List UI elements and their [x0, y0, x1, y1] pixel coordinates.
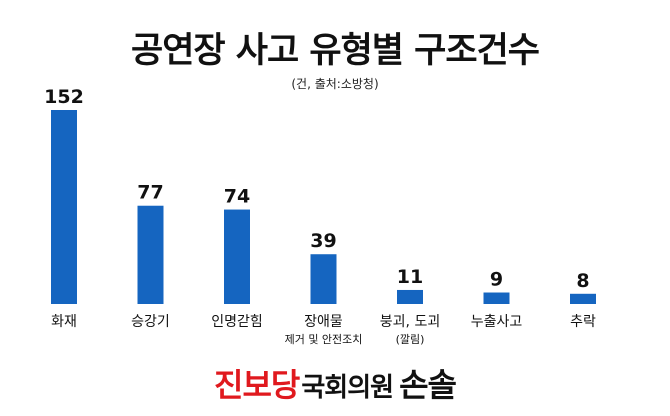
category-sublabel-4: (깔림) [396, 332, 425, 346]
value-label-6: 8 [576, 270, 589, 292]
party-name: 진보당 [214, 366, 300, 404]
member-title: 국회의원 [301, 373, 394, 403]
bar-1 [137, 205, 164, 304]
value-label-3: 39 [310, 230, 336, 252]
category-label-6: 추락 [570, 314, 596, 330]
bar-0 [51, 110, 77, 304]
category-label-1: 승강기 [131, 314, 170, 330]
category-label-2: 인명갇힘 [211, 314, 263, 330]
category-label-0: 화재 [51, 314, 77, 330]
footer-logo: 진보당국회의원 손솔 [0, 360, 670, 406]
category-label-4: 붕괴, 도괴 [380, 314, 440, 330]
chart-subtitle: (건, 출처:소방청) [291, 77, 379, 91]
value-label-5: 9 [490, 269, 503, 291]
bar-5 [483, 292, 510, 304]
value-label-4: 11 [397, 266, 423, 288]
bar-2 [224, 209, 250, 304]
chart-title: 공연장 사고 유형별 구조건수 [131, 31, 540, 71]
bar-4 [397, 289, 423, 304]
bar-3 [310, 254, 337, 304]
value-label-2: 74 [224, 186, 250, 208]
category-label-5: 누출사고 [471, 314, 523, 330]
bar-6 [570, 293, 596, 304]
member-name: 손솔 [399, 366, 457, 404]
value-label-1: 77 [137, 182, 163, 204]
category-sublabel-3: 제거 및 안전조치 [285, 333, 363, 346]
category-label-3: 장애물 [304, 314, 343, 330]
value-label-0: 152 [44, 86, 84, 108]
